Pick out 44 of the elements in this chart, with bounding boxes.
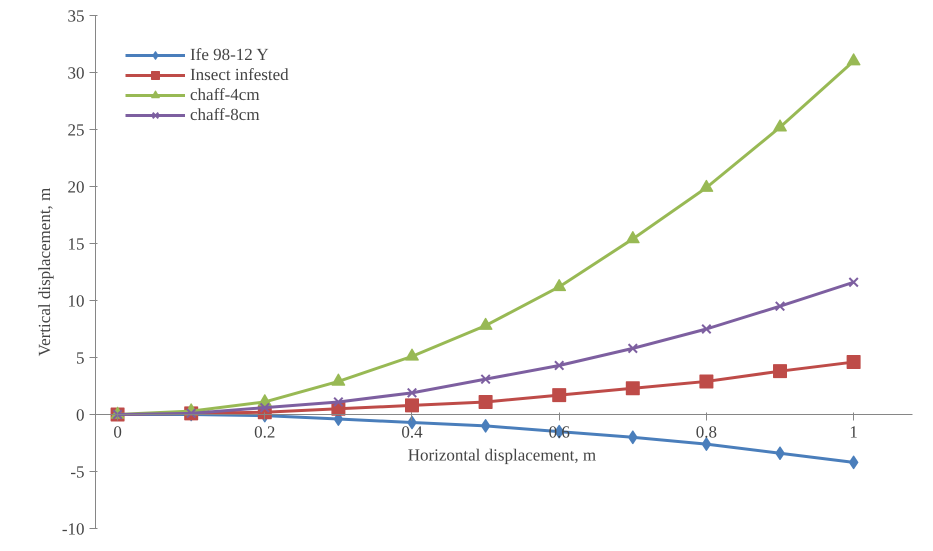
point — [774, 300, 786, 312]
y-tick-label: 10 — [68, 292, 84, 310]
point — [846, 53, 861, 66]
y-tick-label: 15 — [68, 234, 84, 254]
point — [773, 364, 788, 378]
point — [554, 360, 564, 371]
point — [333, 396, 344, 408]
x-tick-label: 0.8 — [696, 422, 718, 442]
point — [846, 355, 861, 370]
y-tick-label: 20 — [68, 178, 84, 196]
y-tick-label: 35 — [68, 6, 84, 26]
point — [404, 348, 419, 361]
point — [406, 388, 418, 398]
y-tick-label: -5 — [70, 462, 85, 482]
y-tick-label: 5 — [76, 348, 84, 368]
point — [478, 394, 493, 409]
legend-label: Ife 98-12 Y — [190, 45, 269, 65]
point — [480, 374, 491, 384]
point — [552, 278, 566, 292]
point — [404, 398, 419, 412]
point — [626, 381, 640, 396]
point — [699, 180, 714, 192]
y-tick-label: 25 — [68, 120, 84, 140]
x-tick-label: 0 — [113, 422, 122, 442]
point — [699, 374, 714, 388]
y-axis-title: Vertical displacement, m — [34, 188, 54, 356]
legend-label: chaff-4cm — [190, 85, 260, 105]
x-axis-title: Horizontal displacement, m — [408, 446, 596, 464]
legend-label: Insect infested — [190, 65, 289, 85]
legend-label: chaff-8cm — [190, 105, 260, 125]
y-tick-label: -10 — [62, 520, 85, 538]
point — [626, 230, 640, 244]
x-tick-label: 0.2 — [254, 422, 276, 442]
point — [628, 430, 638, 444]
y-tick-label: 0 — [76, 406, 84, 424]
x-tick-label: 0.4 — [401, 422, 424, 442]
x-tick-label: 1 — [849, 422, 858, 442]
point — [628, 343, 638, 354]
point — [552, 388, 566, 402]
point — [478, 318, 493, 330]
point — [773, 119, 788, 132]
y-tick-label: 30 — [68, 64, 84, 82]
point — [848, 277, 859, 288]
point — [701, 324, 712, 334]
